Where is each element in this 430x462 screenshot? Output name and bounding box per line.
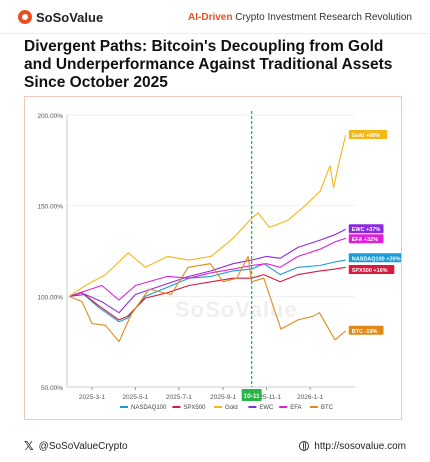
end-label-efa: EFA +32% [352, 237, 378, 243]
tagline-accent: AI-Driven [188, 11, 233, 23]
header: SoSoValue AI-Driven Crypto Investment Re… [0, 0, 430, 34]
end-label-badge [348, 234, 384, 244]
end-label-badge [348, 224, 384, 234]
end-label-badge [348, 265, 395, 275]
y-tick-label: 200.00% [37, 113, 63, 120]
legend-entry: Gold [225, 405, 238, 411]
end-label-badge [348, 325, 384, 335]
logo-icon [18, 10, 32, 24]
end-label-gold: Gold +89% [352, 133, 380, 139]
marker-badge [241, 389, 262, 401]
y-tick-label: 150.00% [37, 204, 63, 211]
footer: 𝕏 @SoSoValueCrypto http://sosovalue.com [0, 430, 430, 462]
website-link[interactable]: http://sosovalue.com [299, 441, 406, 452]
header-divider [0, 33, 430, 34]
series-line-nasdaq100 [68, 259, 346, 323]
end-label-spx500: SPX500 +16% [352, 268, 388, 274]
legend-entry: BTC [321, 405, 334, 411]
tagline-text: Crypto Investment Research Revolution [232, 11, 412, 23]
end-label-badge [348, 253, 401, 263]
series-line-efa [68, 237, 346, 301]
end-label-badge [348, 129, 388, 139]
line-chart: 200.00% 150.00% 100.00% 50.00% 2025-3-1 2025-… [37, 111, 401, 411]
brand-name: SoSoValue [36, 9, 104, 25]
end-label-nasdaq100: NASDAQ100 +20% [352, 256, 401, 262]
x-tick-label: 2025-5-1 [122, 394, 148, 401]
watermark: SoSoValue [175, 297, 298, 322]
legend-entry: EFA [290, 405, 301, 411]
series-line-gold [68, 134, 347, 297]
social-handle: @SoSoValueCrypto [38, 440, 128, 452]
page-title: Divergent Paths: Bitcoin's Decoupling fr… [24, 38, 393, 91]
legend-entry: NASDAQ100 [131, 405, 167, 411]
social-link[interactable]: 𝕏 @SoSoValueCrypto [24, 439, 128, 453]
y-tick-label: 100.00% [37, 294, 63, 301]
x-tick-label: 2025-11-1 [252, 394, 282, 401]
globe-icon [299, 441, 310, 451]
x-tick-label: 2026-1-1 [297, 394, 323, 401]
chart-container: SoSoValue 200.00% 150.00% 100.00% 50.00% 202… [24, 96, 402, 420]
series-line-ewc [69, 228, 346, 314]
marker-label: 10-11 [243, 393, 260, 400]
end-label-ewc: EWC +37% [352, 227, 381, 233]
x-tick-label: 2025-7-1 [166, 394, 192, 401]
series-line-spx500 [68, 266, 346, 321]
y-tick-label: 50.00% [41, 385, 63, 392]
website-url: http://sosovalue.com [314, 440, 406, 452]
legend-entry: EWC [259, 405, 274, 411]
x-tick-label: 2025-9-1 [210, 394, 236, 401]
x-tick-label: 2025-3-1 [79, 394, 105, 401]
x-logo-icon: 𝕏 [24, 439, 34, 453]
legend-entry: SPX500 [183, 405, 206, 411]
series-line-btc [68, 255, 347, 343]
brand-logo: SoSoValue [18, 10, 103, 25]
tagline: AI-Driven Crypto Investment Research Rev… [188, 12, 412, 23]
end-label-btc: BTC -19% [352, 329, 378, 335]
